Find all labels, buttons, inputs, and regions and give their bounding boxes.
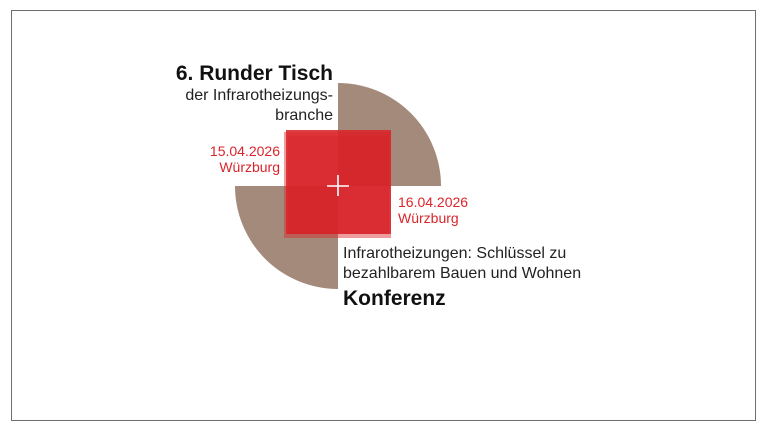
conference-topic-line2: bezahlbarem Bauen und Wohnen (343, 265, 582, 282)
plus-icon (327, 175, 349, 196)
day2-city: Würzburg (398, 210, 459, 226)
event-title: 6. Runder Tisch (175, 62, 333, 85)
event-subtitle-line1: der Infrarotheizungs- (185, 87, 333, 104)
day1-city: Würzburg (219, 159, 280, 175)
conference-label: Konferenz (343, 287, 446, 310)
day2-date: 16.04.2026 (398, 194, 469, 210)
event-subtitle-line2: branche (275, 107, 333, 124)
conference-topic-line1: Infrarotheizungen: Schlüssel zu (343, 245, 567, 262)
day1-date: 15.04.2026 (209, 143, 280, 159)
